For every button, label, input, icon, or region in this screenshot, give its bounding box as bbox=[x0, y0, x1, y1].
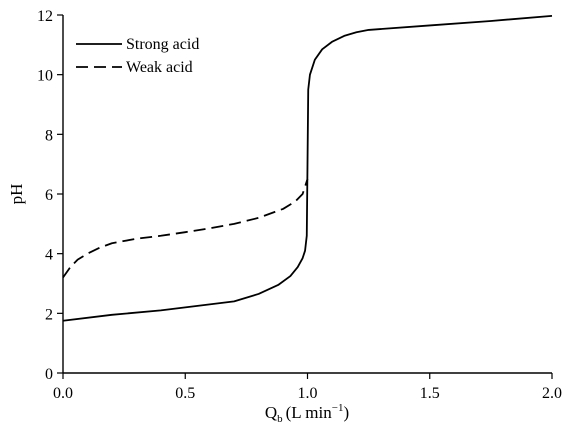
y-tick-label: 10 bbox=[37, 68, 53, 85]
y-tick-label: 2 bbox=[45, 306, 53, 323]
legend-label-strong-acid: Strong acid bbox=[126, 36, 199, 53]
x-tick-label: 0.5 bbox=[175, 385, 195, 402]
x-axis-label-main: Q bbox=[265, 403, 277, 422]
series-line-strong-acid bbox=[62, 14, 553, 322]
series-line-weak-acid bbox=[62, 178, 309, 279]
y-tick-label: 4 bbox=[45, 247, 53, 264]
legend-label-weak-acid: Weak acid bbox=[126, 59, 193, 76]
x-ticks: 0.0 0.5 1.0 1.5 2.0 bbox=[53, 373, 562, 402]
x-axis-label: Qb (L min−1) bbox=[265, 402, 349, 425]
x-tick-label: 0.0 bbox=[53, 385, 73, 402]
x-axis-label-close: ) bbox=[343, 403, 349, 422]
x-axis-label-subscript: b bbox=[277, 413, 283, 425]
y-tick-label: 0 bbox=[45, 366, 53, 383]
x-axis-label-superscript: −1 bbox=[332, 402, 344, 414]
y-ticks: 0 2 4 6 8 10 12 bbox=[37, 8, 63, 383]
y-tick-label: 8 bbox=[45, 127, 53, 144]
y-tick-label: 6 bbox=[45, 187, 53, 204]
legend: Strong acid Weak acid bbox=[76, 36, 199, 76]
y-axis-label: pH bbox=[7, 184, 26, 205]
x-tick-label: 1.0 bbox=[298, 385, 318, 402]
x-tick-label: 2.0 bbox=[542, 385, 562, 402]
x-tick-label: 1.5 bbox=[420, 385, 440, 402]
y-tick-label: 12 bbox=[37, 8, 53, 25]
x-axis-label-units: (L min bbox=[286, 403, 333, 422]
